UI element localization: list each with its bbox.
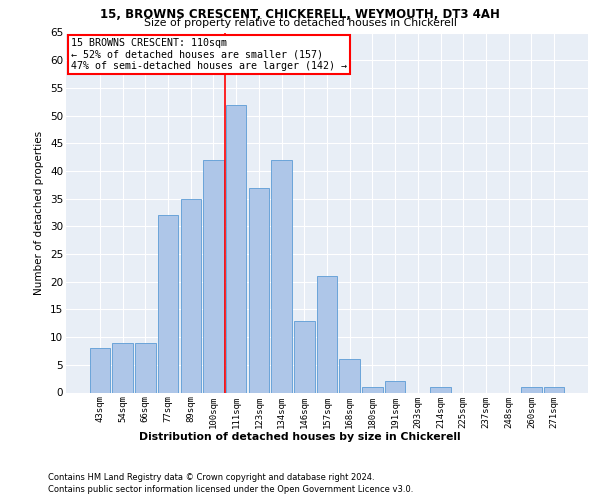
Text: Contains public sector information licensed under the Open Government Licence v3: Contains public sector information licen…: [48, 485, 413, 494]
Bar: [340, 360, 360, 392]
Bar: [430, 387, 451, 392]
Bar: [135, 342, 155, 392]
Bar: [385, 382, 406, 392]
Bar: [317, 276, 337, 392]
Bar: [112, 342, 133, 392]
Text: Distribution of detached houses by size in Chickerell: Distribution of detached houses by size …: [139, 432, 461, 442]
Bar: [271, 160, 292, 392]
Bar: [362, 387, 383, 392]
Text: 15 BROWNS CRESCENT: 110sqm
← 52% of detached houses are smaller (157)
47% of sem: 15 BROWNS CRESCENT: 110sqm ← 52% of deta…: [71, 38, 347, 71]
Bar: [90, 348, 110, 393]
Bar: [181, 198, 201, 392]
Bar: [294, 320, 314, 392]
Bar: [226, 104, 247, 393]
Y-axis label: Number of detached properties: Number of detached properties: [34, 130, 44, 294]
Bar: [544, 387, 564, 392]
Bar: [248, 188, 269, 392]
Text: Contains HM Land Registry data © Crown copyright and database right 2024.: Contains HM Land Registry data © Crown c…: [48, 472, 374, 482]
Bar: [521, 387, 542, 392]
Bar: [158, 216, 178, 392]
Bar: [203, 160, 224, 392]
Text: 15, BROWNS CRESCENT, CHICKERELL, WEYMOUTH, DT3 4AH: 15, BROWNS CRESCENT, CHICKERELL, WEYMOUT…: [100, 8, 500, 20]
Text: Size of property relative to detached houses in Chickerell: Size of property relative to detached ho…: [143, 18, 457, 28]
